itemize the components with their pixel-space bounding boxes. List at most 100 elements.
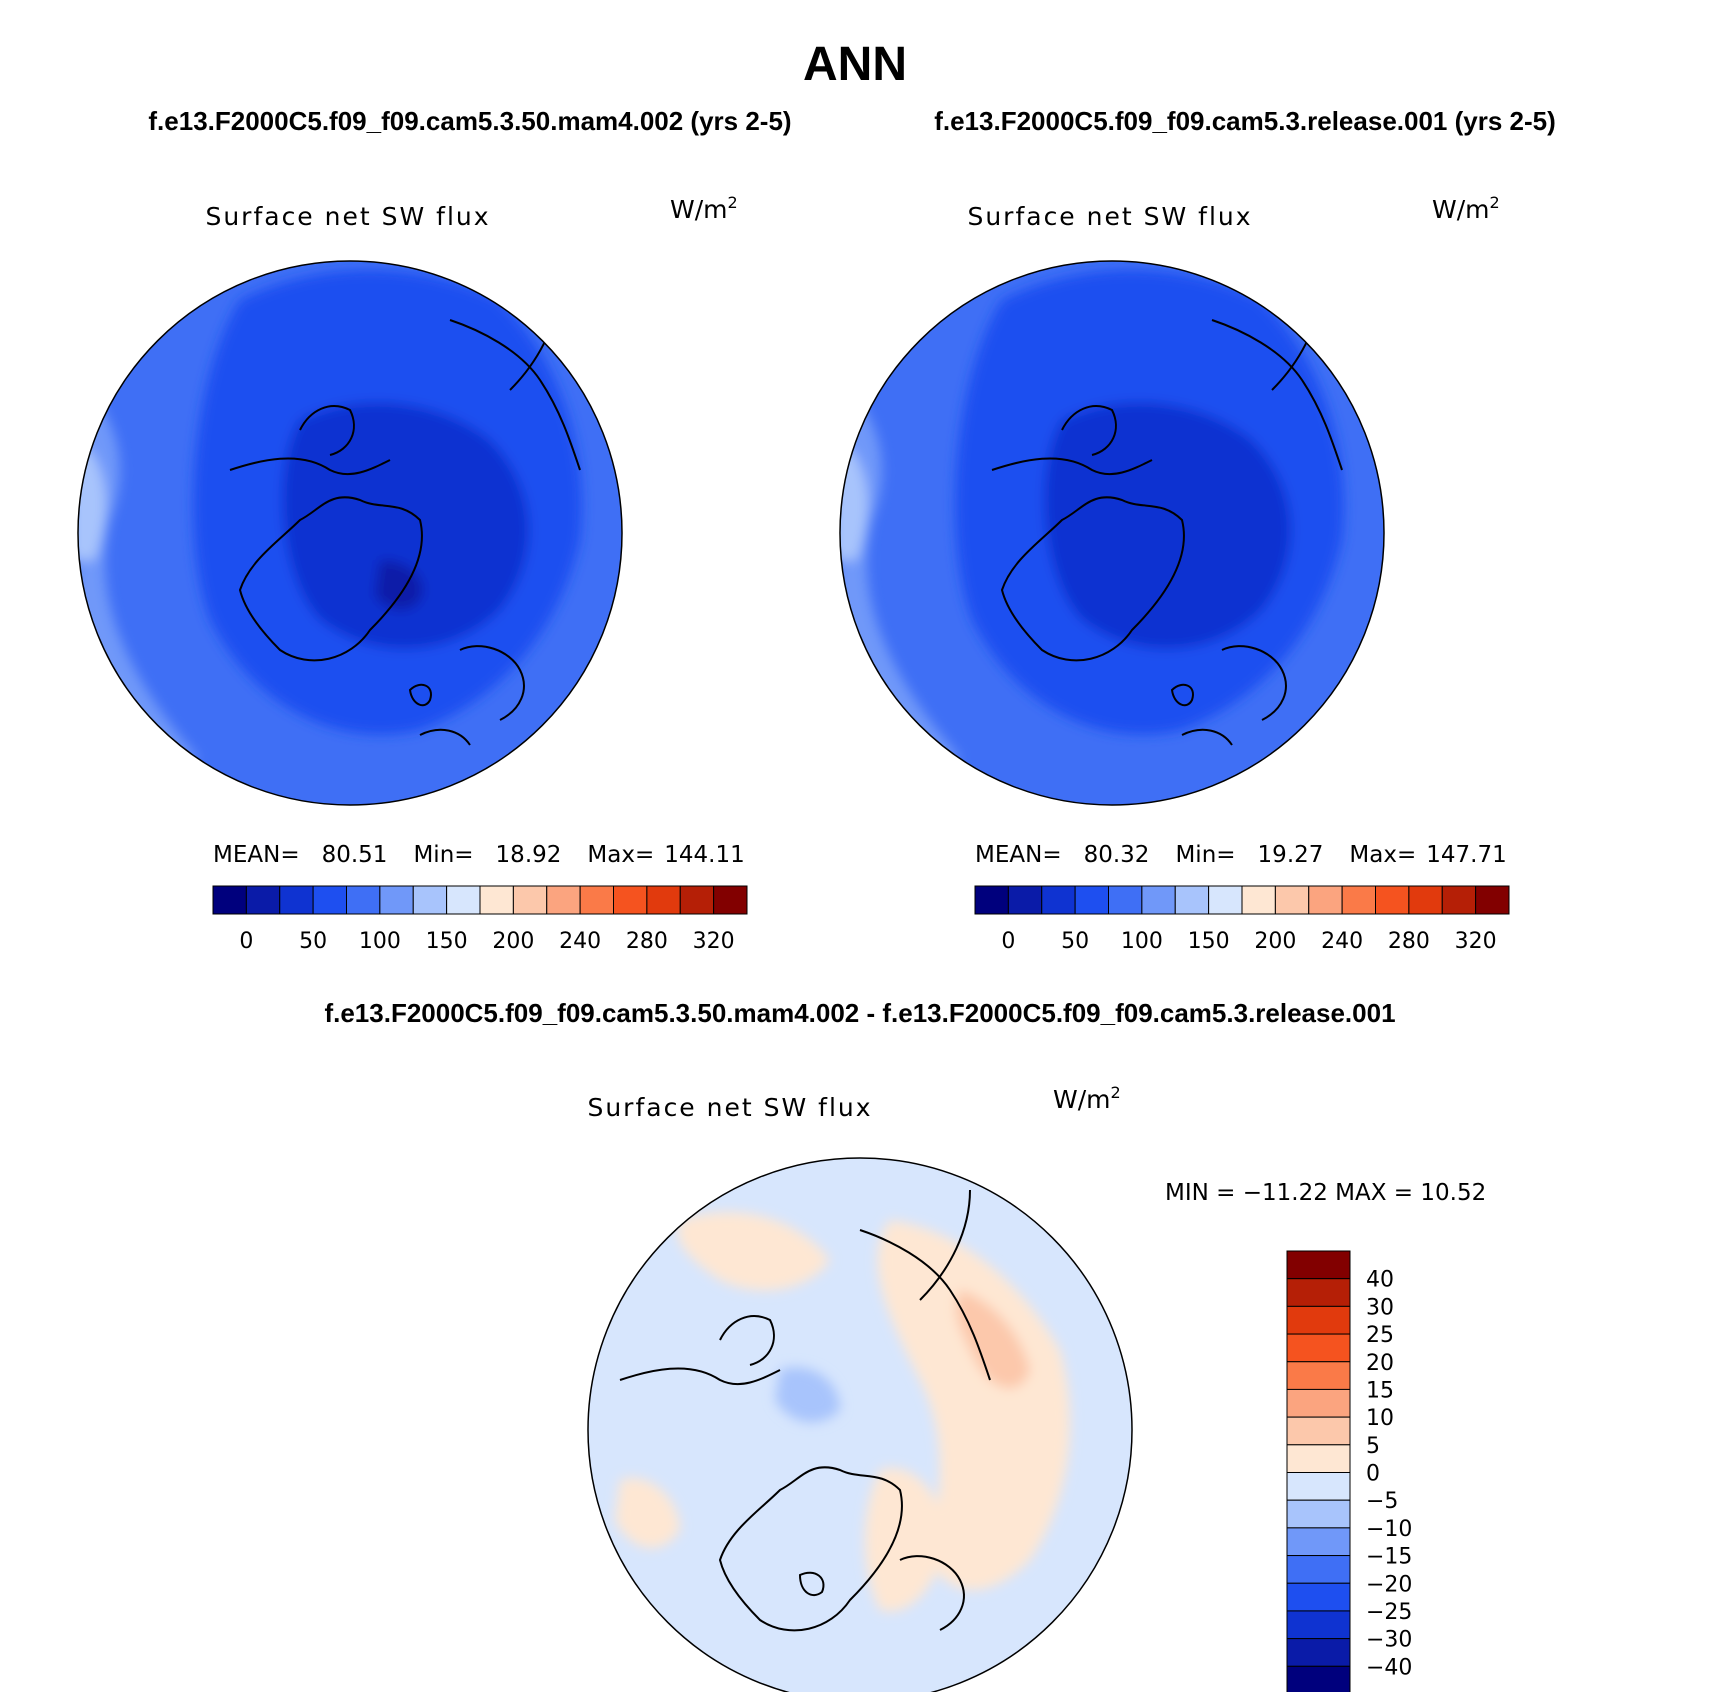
- left-colorbar-tick-label: 0: [239, 929, 253, 954]
- diff-colorbar-tick-label: −25: [1366, 1600, 1412, 1625]
- right-colorbar-swatch: [1208, 885, 1243, 915]
- left-colorbar-swatch: [412, 885, 448, 915]
- left-units-label: W/m2: [670, 193, 738, 224]
- right-colorbar-tick-label: 200: [1254, 929, 1296, 954]
- diff-colorbar-swatch: [1286, 1499, 1351, 1529]
- case-left-title: f.e13.F2000C5.f09_f09.cam5.3.50.mam4.002…: [148, 106, 791, 136]
- left-field-light-east: [630, 420, 651, 640]
- right-colorbar-swatch: [1341, 885, 1376, 915]
- diff-colorbar-swatch: [1286, 1278, 1351, 1307]
- right-colorbar-swatch: [1141, 885, 1176, 915]
- left-colorbar-swatch: [446, 885, 481, 915]
- left-colorbar-swatch: [546, 885, 581, 915]
- diff-stats: MIN = −11.22 MAX = 10.52: [1165, 1180, 1486, 1206]
- right-colorbar-swatch: [1441, 885, 1477, 915]
- left-colorbar-swatch: [646, 885, 681, 915]
- left-map-boundary: [77, 260, 623, 806]
- diff-colorbar-swatch: [1286, 1665, 1351, 1692]
- right-colorbar-tick-label: 0: [1001, 929, 1015, 954]
- diff-colorbar-tick-label: 20: [1366, 1351, 1394, 1376]
- left-field-core: [282, 402, 529, 649]
- left-panel: Surface net SW flux W/m2: [77, 193, 748, 954]
- diff-coastlines: [619, 1189, 991, 1632]
- right-colorbar-tick-label: 320: [1455, 929, 1497, 954]
- left-colorbar-swatch: [212, 885, 247, 915]
- right-field-core: [1044, 402, 1291, 649]
- right-colorbar-tick-label: 150: [1188, 929, 1230, 954]
- left-colorbar-swatch: [479, 885, 514, 915]
- diff-colorbar-swatch: [1286, 1555, 1351, 1584]
- left-colorbar-swatch: [579, 885, 614, 915]
- diff-colorbar-swatch: [1286, 1472, 1351, 1501]
- left-colorbar-swatch: [312, 885, 347, 915]
- diff-colorbar-tick-label: 25: [1366, 1323, 1394, 1348]
- left-colorbar-swatch: [279, 885, 314, 915]
- diff-colorbar-tick-label: −5: [1366, 1489, 1398, 1514]
- diff-colorbar-tick-label: 0: [1366, 1462, 1380, 1487]
- diff-colorbar-swatch: [1286, 1305, 1351, 1335]
- right-colorbar-swatch: [1108, 885, 1143, 915]
- left-colorbar: 0 50 100 150 200 240 280 320: [212, 885, 748, 954]
- season-title: ANN: [803, 38, 907, 91]
- diff-map: [588, 1158, 1132, 1692]
- diff-colorbar-tick-label: −10: [1366, 1517, 1412, 1542]
- diff-colorbar-tick-label: 5: [1366, 1434, 1380, 1459]
- diff-field-neg-center: [775, 1367, 840, 1423]
- diff-map-boundary: [587, 1157, 1133, 1692]
- diff-colorbar-swatch: [1286, 1416, 1351, 1446]
- left-colorbar-tick-label: 50: [299, 929, 327, 954]
- right-colorbar-tick-label: 100: [1121, 929, 1163, 954]
- diff-colorbar-swatch: [1286, 1582, 1351, 1612]
- right-colorbar-swatch: [1041, 885, 1076, 915]
- diff-colorbar-tick-label: −40: [1366, 1655, 1412, 1680]
- diff-colorbar-swatch: [1286, 1361, 1351, 1390]
- diff-colorbar-tick-label: 10: [1366, 1406, 1394, 1431]
- right-colorbar-swatch: [1174, 885, 1210, 915]
- diff-colorbar-swatch: [1286, 1250, 1351, 1280]
- left-colorbar-tick-label: 150: [426, 929, 468, 954]
- right-colorbar-swatch: [974, 885, 1009, 915]
- diff-title: f.e13.F2000C5.f09_f09.cam5.3.50.mam4.002…: [324, 998, 1395, 1028]
- diff-units-label: W/m2: [1053, 1083, 1121, 1114]
- right-colorbar-swatch: [1475, 885, 1510, 915]
- diff-colorbar-tick-label: −20: [1366, 1572, 1412, 1597]
- right-colorbar-tick-label: 50: [1061, 929, 1089, 954]
- right-stats: MEAN= 80.32 Min= 19.27 Max= 147.71: [975, 842, 1507, 868]
- diff-colorbar-swatch: [1286, 1527, 1351, 1557]
- right-colorbar-swatch: [1007, 885, 1043, 915]
- right-variable-label: Surface net SW flux: [967, 202, 1252, 231]
- diff-colorbar-swatch: [1286, 1638, 1351, 1667]
- diff-field-pos-west: [615, 1478, 680, 1549]
- left-colorbar-tick-label: 240: [559, 929, 601, 954]
- right-field-light-east: [1392, 420, 1413, 640]
- right-colorbar: 0 50 100 150 200 240 280 320: [974, 885, 1510, 954]
- left-map: [78, 261, 651, 805]
- diff-panel: Surface net SW flux W/m2: [587, 1083, 1486, 1692]
- left-colorbar-swatch: [613, 885, 648, 915]
- right-map-boundary: [839, 260, 1385, 806]
- right-colorbar-swatch: [1274, 885, 1310, 915]
- right-map: [840, 261, 1413, 805]
- right-panel: Surface net SW flux W/m2: [839, 193, 1510, 954]
- right-colorbar-swatch: [1074, 885, 1109, 915]
- diff-field-pos-north: [677, 1212, 830, 1291]
- right-colorbar-swatch: [1408, 885, 1443, 915]
- left-colorbar-swatch: [379, 885, 414, 915]
- right-colorbar-swatch: [1308, 885, 1343, 915]
- diff-field-pos-scandinavia: [865, 1468, 945, 1612]
- diff-variable-label: Surface net SW flux: [587, 1093, 872, 1122]
- right-colorbar-swatch: [1375, 885, 1410, 915]
- left-colorbar-swatch: [346, 885, 381, 915]
- left-colorbar-tick-label: 280: [626, 929, 668, 954]
- left-colorbar-swatch: [679, 885, 715, 915]
- diff-colorbar-tick-label: −15: [1366, 1545, 1412, 1570]
- diff-colorbar-tick-label: −30: [1366, 1628, 1412, 1653]
- diff-colorbar-tick-label: 15: [1366, 1378, 1394, 1403]
- right-colorbar-tick-label: 280: [1388, 929, 1430, 954]
- diff-colorbar-swatch: [1286, 1610, 1351, 1640]
- left-colorbar-swatch: [512, 885, 548, 915]
- left-variable-label: Surface net SW flux: [205, 202, 490, 231]
- diff-colorbar-swatch: [1286, 1388, 1351, 1418]
